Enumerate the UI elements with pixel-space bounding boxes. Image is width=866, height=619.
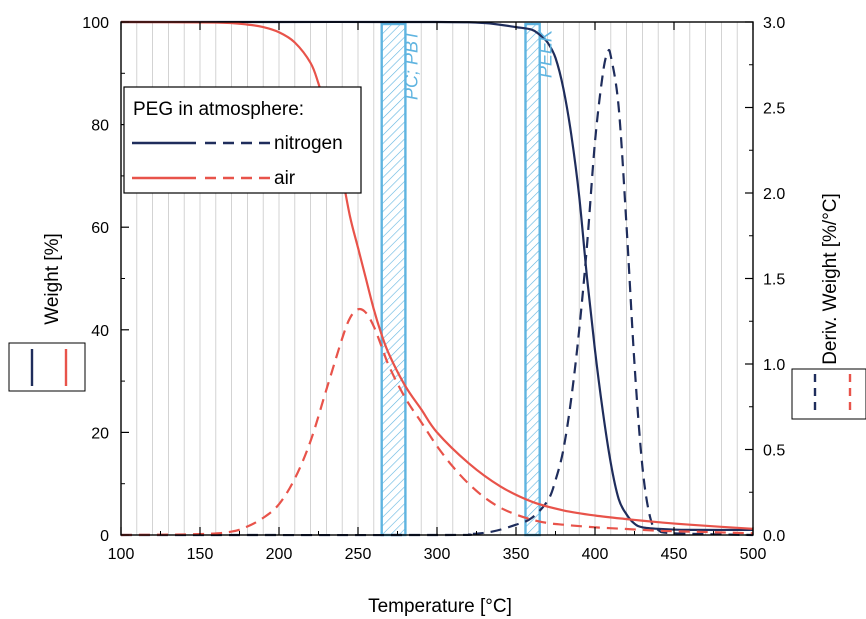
legend-title: PEG in atmosphere: [133, 99, 304, 120]
band-label: PC; PBT [401, 28, 421, 100]
x-tick-label: 450 [661, 546, 688, 563]
y-left-tick-label: 100 [82, 15, 109, 32]
y-right-tick-label: 3.0 [763, 15, 785, 32]
series-nitrogen-weight [120, 20, 754, 532]
y-left-tick-label: 40 [91, 323, 109, 340]
x-tick-label: 300 [424, 546, 451, 563]
x-tick-label: 500 [740, 546, 767, 563]
y-right-tick-label: 2.5 [763, 101, 785, 118]
y-right-tick-label: 2.0 [763, 186, 785, 203]
y-left-tick-label: 20 [91, 425, 109, 442]
legend-box [123, 86, 362, 194]
left-axis-key [8, 342, 86, 392]
series-air-weight [120, 20, 754, 530]
bands [380, 22, 541, 537]
series-lines [120, 20, 754, 537]
legend: PEG in atmosphere: nitrogen air [123, 86, 362, 194]
x-tick-label: 250 [345, 546, 372, 563]
series-air-derivative [120, 307, 754, 537]
y-left-tick-label: 60 [91, 220, 109, 237]
x-tick-label: 200 [266, 546, 293, 563]
x-tick-label: 350 [503, 546, 530, 563]
x-tick-label: 100 [108, 546, 135, 563]
y-left-tick-label: 0 [100, 528, 109, 545]
y-right-tick-label: 0.0 [763, 528, 785, 545]
legend-air-label: air [274, 168, 296, 189]
band-peek [524, 22, 541, 537]
x-axis-label: Temperature [°C] [368, 596, 512, 617]
right-axis-label: Deriv. Weight [%/°C] [820, 193, 841, 365]
band-labels: PC; PBT PEEK [401, 28, 555, 100]
y-left-tick-label: 80 [91, 118, 109, 135]
y-right-tick-label: 1.5 [763, 272, 785, 289]
x-tick-label: 400 [582, 546, 609, 563]
left-axis-label: Weight [%] [42, 233, 63, 325]
x-tick-label: 150 [187, 546, 214, 563]
left-axis-key-box [8, 342, 86, 392]
y-right-tick-label: 1.0 [763, 357, 785, 374]
band-label: PEEK [536, 29, 556, 78]
y-right-tick-label: 0.5 [763, 443, 785, 460]
series-nitrogen-derivative [120, 48, 754, 537]
ticks: 100 150 200 250 300 350 400 450 500 0 20 40 60 80 100 0… [82, 15, 785, 563]
legend-nitrogen-label: nitrogen [274, 133, 343, 154]
right-axis-key-box [791, 368, 866, 420]
right-axis-key [791, 368, 866, 420]
